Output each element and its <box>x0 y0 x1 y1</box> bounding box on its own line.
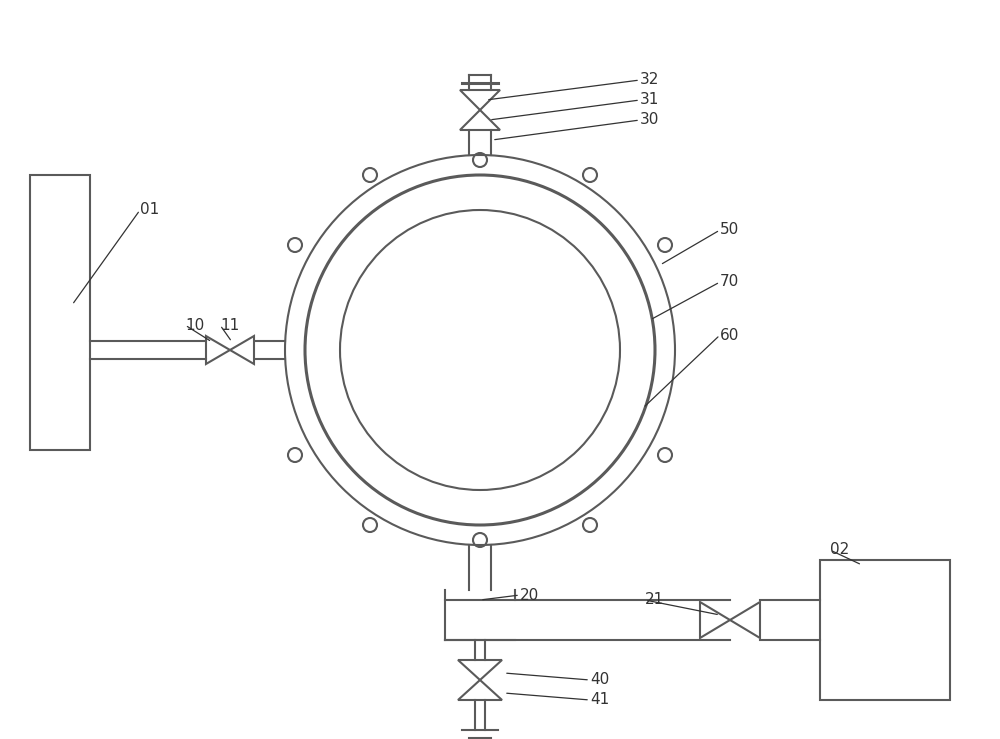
Text: 70: 70 <box>720 274 739 290</box>
Text: 31: 31 <box>640 92 659 107</box>
Text: 50: 50 <box>720 222 739 237</box>
Text: 40: 40 <box>590 672 609 687</box>
Text: 32: 32 <box>640 72 659 87</box>
Text: 41: 41 <box>590 692 609 707</box>
Text: 11: 11 <box>220 318 239 333</box>
Text: 30: 30 <box>640 112 659 128</box>
Text: 10: 10 <box>185 318 204 333</box>
Text: 02: 02 <box>830 542 849 557</box>
Text: 20: 20 <box>520 588 539 602</box>
Text: 60: 60 <box>720 327 739 342</box>
Text: 21: 21 <box>645 593 664 607</box>
Text: 01: 01 <box>140 202 159 217</box>
